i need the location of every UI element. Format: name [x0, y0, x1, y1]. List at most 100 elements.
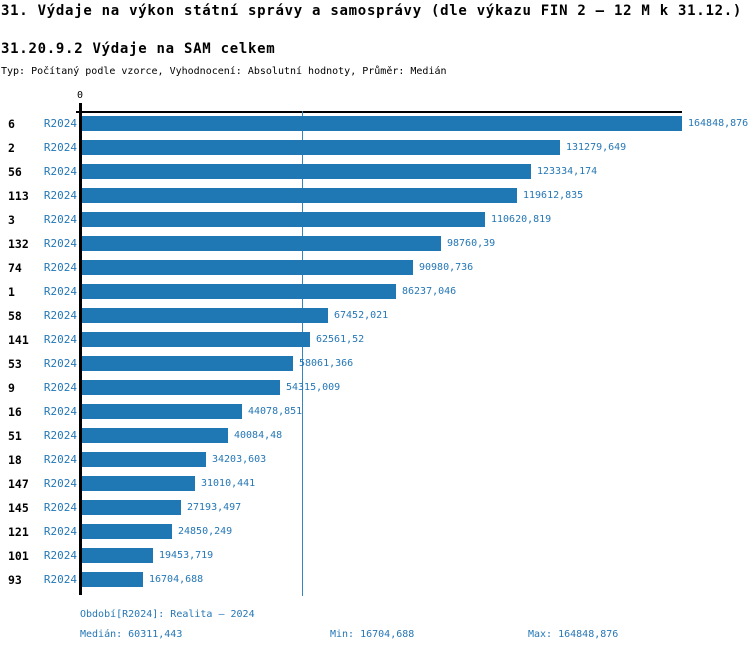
row-category-label: 18 [8, 453, 22, 467]
indicator-meta-line: Typ: Počítaný podle vzorce, Vyhodnocení:… [1, 66, 447, 77]
row-category-label: 132 [8, 237, 29, 251]
chart-row: 121 R2024 24850,249 [0, 520, 750, 544]
row-series-label: R2024 [43, 381, 77, 394]
row-bar [82, 212, 485, 227]
row-series-label: R2024 [43, 213, 77, 226]
row-series-label: R2024 [43, 573, 77, 586]
row-value-label: 86237,046 [402, 286, 457, 297]
row-series-label: R2024 [43, 189, 77, 202]
indicator-title: 31.20.9.2 Výdaje na SAM celkem [1, 41, 276, 57]
row-series-label: R2024 [43, 429, 77, 442]
chart-row: 145 R2024 27193,497 [0, 496, 750, 520]
chart-row: 101 R2024 19453,719 [0, 544, 750, 568]
row-category-label: 9 [8, 381, 15, 395]
row-bar [82, 116, 682, 131]
chart-row: 6 R2024 164848,876 [0, 112, 750, 136]
row-bar [82, 476, 195, 491]
chart-row: 16 R2024 44078,851 [0, 400, 750, 424]
row-series-label: R2024 [43, 501, 77, 514]
chart-row: 141 R2024 62561,52 [0, 328, 750, 352]
row-category-label: 51 [8, 429, 22, 443]
report-title: 31. Výdaje na výkon státní správy a samo… [1, 3, 743, 19]
row-bar [82, 284, 396, 299]
chart-row: 147 R2024 31010,441 [0, 472, 750, 496]
row-value-label: 54315,009 [286, 382, 341, 393]
row-bar [82, 188, 517, 203]
row-value-label: 27193,497 [187, 502, 242, 513]
chart-row: 113 R2024 119612,835 [0, 184, 750, 208]
chart-row: 2 R2024 131279,649 [0, 136, 750, 160]
min-stat-label: Min: 16704,688 [330, 629, 415, 640]
row-category-label: 58 [8, 309, 22, 323]
row-bar [82, 356, 293, 371]
row-value-label: 119612,835 [523, 190, 584, 201]
chart-row: 3 R2024 110620,819 [0, 208, 750, 232]
row-category-label: 147 [8, 477, 29, 491]
row-bar [82, 572, 143, 587]
row-value-label: 62561,52 [316, 334, 365, 345]
chart-row: 18 R2024 34203,603 [0, 448, 750, 472]
row-category-label: 6 [8, 117, 15, 131]
chart-row: 53 R2024 58061,366 [0, 352, 750, 376]
row-series-label: R2024 [43, 405, 77, 418]
row-bar [82, 164, 531, 179]
row-bar [82, 260, 413, 275]
median-stat-label: Medián: 60311,443 [80, 629, 183, 640]
row-series-label: R2024 [43, 285, 77, 298]
row-value-label: 44078,851 [248, 406, 303, 417]
row-series-label: R2024 [43, 357, 77, 370]
row-bar [82, 404, 242, 419]
row-category-label: 3 [8, 213, 15, 227]
row-value-label: 110620,819 [491, 214, 552, 225]
row-category-label: 1 [8, 285, 15, 299]
row-category-label: 74 [8, 261, 22, 275]
row-bar [82, 500, 181, 515]
row-bar [82, 524, 172, 539]
row-category-label: 93 [8, 573, 22, 587]
row-value-label: 67452,021 [334, 310, 389, 321]
row-value-label: 58061,366 [299, 358, 354, 369]
chart-row: 132 R2024 98760,39 [0, 232, 750, 256]
row-value-label: 98760,39 [447, 238, 496, 249]
chart-rows: 6 R2024 164848,876 2 R2024 131279,649 56 R2024 1… [0, 112, 750, 592]
row-series-label: R2024 [43, 117, 77, 130]
row-value-label: 31010,441 [201, 478, 256, 489]
chart-row: 51 R2024 40084,48 [0, 424, 750, 448]
row-value-label: 164848,876 [688, 118, 749, 129]
row-value-label: 19453,719 [159, 550, 214, 561]
row-series-label: R2024 [43, 549, 77, 562]
median-reference-line [302, 111, 303, 596]
row-category-label: 145 [8, 501, 29, 515]
row-series-label: R2024 [43, 525, 77, 538]
row-value-label: 131279,649 [566, 142, 627, 153]
row-category-label: 141 [8, 333, 29, 347]
row-value-label: 90980,736 [419, 262, 474, 273]
row-series-label: R2024 [43, 309, 77, 322]
row-value-label: 123334,174 [537, 166, 598, 177]
row-category-label: 113 [8, 189, 29, 203]
row-value-label: 16704,688 [149, 574, 204, 585]
row-series-label: R2024 [43, 453, 77, 466]
row-value-label: 40084,48 [234, 430, 283, 441]
row-series-label: R2024 [43, 237, 77, 250]
chart-row: 74 R2024 90980,736 [0, 256, 750, 280]
axis-left-line [79, 103, 82, 595]
chart-row: 58 R2024 67452,021 [0, 304, 750, 328]
row-bar [82, 236, 441, 251]
row-bar [82, 140, 560, 155]
row-series-label: R2024 [43, 165, 77, 178]
axis-zero-tick-label: 0 [76, 90, 84, 101]
row-category-label: 16 [8, 405, 22, 419]
row-category-label: 53 [8, 357, 22, 371]
row-bar [82, 380, 280, 395]
chart-row: 56 R2024 123334,174 [0, 160, 750, 184]
row-bar [82, 332, 310, 347]
row-value-label: 34203,603 [212, 454, 267, 465]
row-bar [82, 548, 153, 563]
row-category-label: 56 [8, 165, 22, 179]
row-category-label: 121 [8, 525, 29, 539]
chart-row: 93 R2024 16704,688 [0, 568, 750, 592]
row-bar [82, 452, 206, 467]
row-series-label: R2024 [43, 261, 77, 274]
